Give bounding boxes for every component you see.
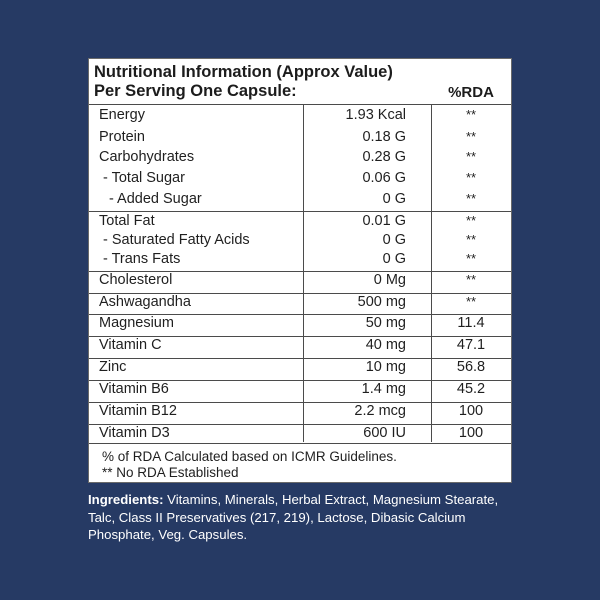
nutrient-amount: 600 IU — [363, 425, 406, 441]
table-row: - Trans Fats 0 G ** — [89, 251, 511, 272]
table-row: Protein 0.18 G ** — [89, 129, 511, 149]
panel-header: Nutritional Information (Approx Value) P… — [89, 59, 511, 105]
nutrient-rda: ** — [465, 170, 477, 185]
table-row: - Saturated Fatty Acids 0 G ** — [89, 232, 511, 252]
nutrient-rda: 47.1 — [456, 337, 486, 353]
table-row: Vitamin D3 600 IU 100 — [89, 425, 511, 445]
rda-footnote: % of RDA Calculated based on ICMR Guidel… — [102, 449, 397, 464]
nutrient-amount: 500 mg — [357, 294, 406, 310]
table-row: Ashwagandha 500 mg ** — [89, 294, 511, 315]
nutrient-rda: ** — [465, 191, 477, 206]
nutrient-name: - Total Sugar — [103, 170, 185, 186]
nutrient-rda: 45.2 — [456, 381, 486, 397]
nutrient-amount: 2.2 mcg — [354, 403, 406, 419]
nutrient-rda: ** — [465, 107, 477, 122]
nutrient-amount: 50 mg — [365, 315, 406, 331]
nutrient-name: Vitamin B6 — [99, 381, 169, 397]
nutrient-name: Ashwagandha — [99, 294, 191, 310]
panel-title: Nutritional Information (Approx Value) — [94, 63, 393, 81]
table-row: Zinc 10 mg 56.8 — [89, 359, 511, 381]
rda-column-header: %RDA — [448, 84, 494, 101]
nutrient-name: Magnesium — [99, 315, 174, 331]
table-row: Vitamin C 40 mg 47.1 — [89, 337, 511, 359]
nutrient-name: Zinc — [99, 359, 127, 375]
nutrient-amount: 0 Mg — [373, 272, 406, 288]
table-row: Magnesium 50 mg 11.4 — [89, 315, 511, 337]
footnotes: % of RDA Calculated based on ICMR Guidel… — [89, 443, 511, 481]
nutrient-name: - Trans Fats — [103, 251, 181, 267]
table-row: - Added Sugar 0 G ** — [89, 191, 511, 212]
nutrient-amount: 0.01 G — [362, 213, 406, 229]
nutrient-name: Carbohydrates — [99, 149, 195, 165]
nutrient-rda: 56.8 — [456, 359, 486, 375]
table-row: Vitamin B6 1.4 mg 45.2 — [89, 381, 511, 403]
nutrient-name: Total Fat — [99, 213, 155, 229]
table-row: - Total Sugar 0.06 G ** — [89, 170, 511, 190]
ingredients-text: Ingredients: Vitamins, Minerals, Herbal … — [88, 491, 518, 544]
nutrient-rda: 100 — [458, 403, 484, 419]
nutrient-rda: ** — [465, 294, 477, 309]
nutrient-rda: ** — [465, 129, 477, 144]
nutrient-amount: 0 G — [382, 232, 406, 248]
nutrient-rda: 11.4 — [457, 315, 485, 331]
nutrient-rda: ** — [465, 149, 477, 164]
nutrient-amount: 40 mg — [365, 337, 406, 353]
no-rda-footnote: ** No RDA Established — [102, 465, 239, 480]
table-row: Total Fat 0.01 G ** — [89, 213, 511, 233]
panel-subtitle: Per Serving One Capsule: — [94, 82, 297, 100]
nutrient-name: Energy — [99, 107, 145, 123]
table-row: Carbohydrates 0.28 G ** — [89, 149, 511, 169]
nutrient-rda: ** — [465, 232, 477, 247]
table-row: Vitamin B12 2.2 mcg 100 — [89, 403, 511, 425]
nutrient-name: Vitamin B12 — [99, 403, 177, 419]
nutrient-rda: 100 — [458, 425, 484, 441]
table-row: Energy 1.93 Kcal ** — [89, 107, 511, 127]
nutrient-amount: 10 mg — [365, 359, 406, 375]
nutrient-rda: ** — [465, 272, 477, 287]
nutrition-facts-panel: Nutritional Information (Approx Value) P… — [88, 58, 512, 483]
nutrient-name: Cholesterol — [99, 272, 173, 288]
nutrient-name: Protein — [99, 129, 145, 145]
ingredients-list: Vitamins, Minerals, Herbal Extract, Magn… — [88, 492, 499, 542]
nutrient-name: Vitamin C — [99, 337, 162, 353]
nutrient-amount: 0 G — [382, 191, 406, 207]
nutrient-amount: 1.4 mg — [361, 381, 406, 397]
nutrient-name: - Added Sugar — [109, 191, 202, 207]
nutrient-amount: 0.06 G — [362, 170, 406, 186]
column-divider-amount — [303, 105, 304, 442]
ingredients-label: Ingredients: — [88, 492, 164, 507]
nutrient-amount: 0.28 G — [362, 149, 406, 165]
nutrient-name: - Saturated Fatty Acids — [103, 232, 250, 248]
nutrient-name: Vitamin D3 — [99, 425, 170, 441]
nutrient-amount: 0 G — [382, 251, 406, 267]
nutrient-rda: ** — [465, 213, 477, 228]
nutrient-amount: 0.18 G — [362, 129, 406, 145]
nutrient-rda: ** — [465, 251, 477, 266]
column-divider-rda — [431, 105, 432, 442]
nutrient-amount: 1.93 Kcal — [345, 107, 406, 123]
table-row: Cholesterol 0 Mg ** — [89, 272, 511, 294]
